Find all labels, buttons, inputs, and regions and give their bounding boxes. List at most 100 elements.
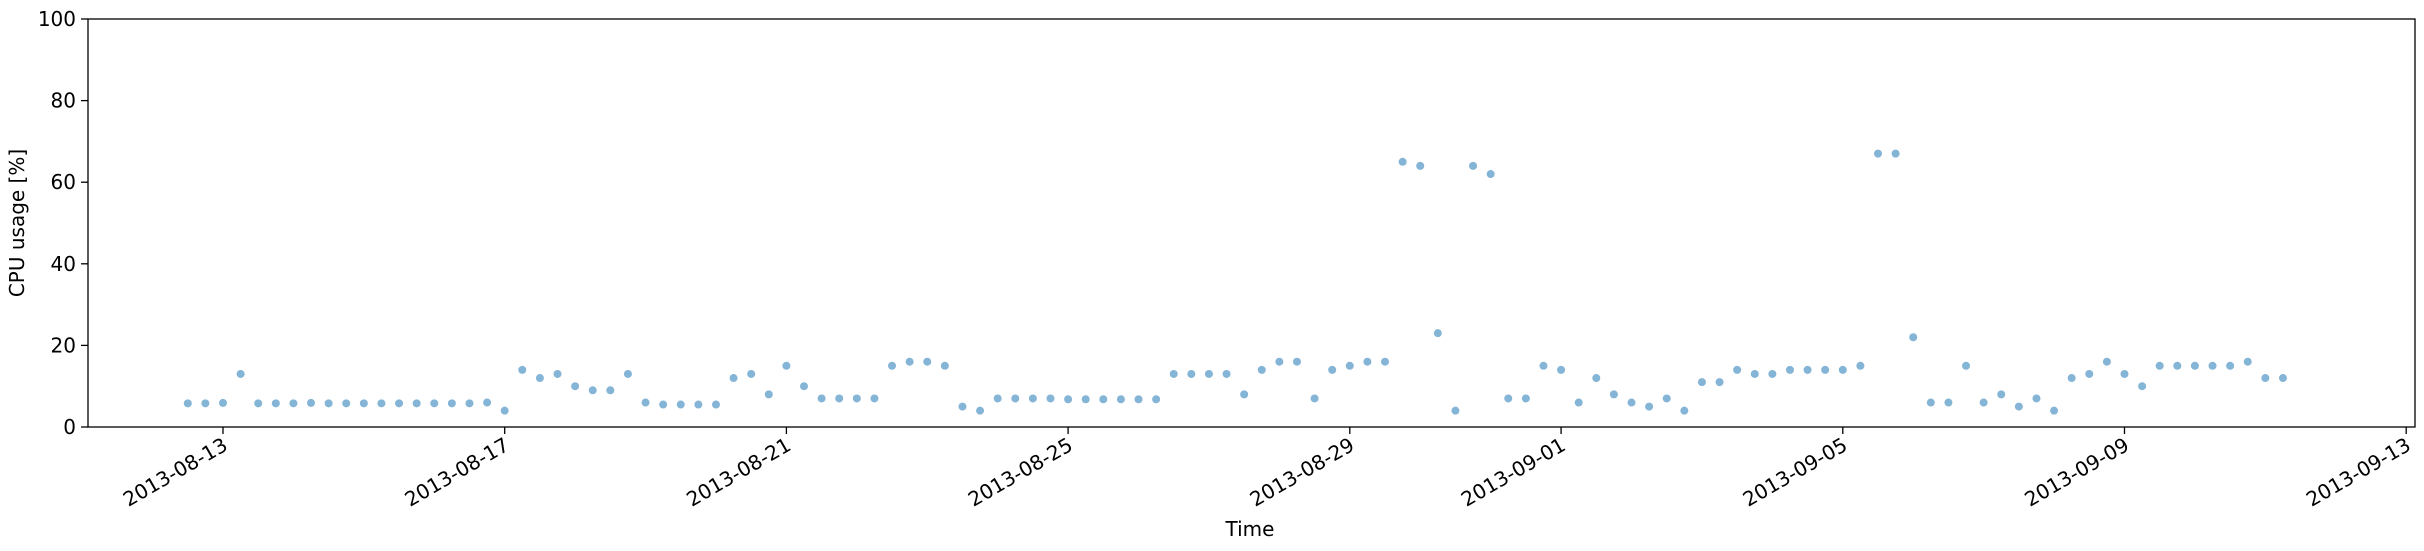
data-point (1204, 369, 1213, 378)
data-point (1539, 361, 1548, 370)
plot-frame (87, 18, 2416, 428)
data-point (2173, 361, 2182, 370)
data-point (2243, 357, 2252, 366)
data-point (2067, 374, 2076, 383)
data-point (430, 399, 439, 408)
data-point (747, 369, 756, 378)
data-point (571, 382, 580, 391)
data-point (2208, 361, 2217, 370)
data-point (1750, 369, 1759, 378)
data-point (976, 406, 985, 415)
data-point (1152, 395, 1161, 404)
data-point (2138, 382, 2147, 391)
data-point (218, 398, 227, 407)
x-tick-label: 2013-08-21 (682, 433, 795, 512)
data-point (1416, 161, 1425, 170)
x-tick-label: 2013-08-25 (964, 433, 1077, 512)
data-point (764, 390, 773, 399)
data-point (1874, 149, 1882, 158)
data-point (1715, 378, 1724, 387)
data-point (1697, 378, 1706, 387)
data-point (1081, 395, 1090, 404)
data-point (2226, 361, 2235, 370)
data-point (447, 399, 456, 408)
data-point (1645, 402, 1654, 411)
data-point (588, 386, 597, 395)
data-point (2190, 361, 2199, 370)
y-tick-label: 0 (63, 415, 76, 439)
y-tick-label: 80 (51, 89, 76, 113)
data-point (1821, 365, 1830, 374)
data-point (1451, 406, 1460, 415)
data-point (1169, 369, 1178, 378)
data-point (1116, 395, 1125, 404)
data-point (1099, 395, 1108, 404)
data-point (483, 398, 492, 407)
data-point (412, 399, 421, 408)
data-point (835, 394, 844, 403)
data-point (1557, 365, 1566, 374)
data-point (254, 399, 263, 408)
x-tick-label: 2013-09-09 (2020, 433, 2133, 512)
data-point (1891, 149, 1900, 158)
data-point (694, 400, 703, 409)
data-point (958, 402, 967, 411)
data-point (870, 394, 879, 403)
data-point (518, 365, 527, 374)
data-point (1662, 394, 1671, 403)
data-point (1310, 394, 1319, 403)
data-point (377, 399, 386, 408)
y-axis-label: CPU usage [%] (5, 149, 29, 297)
data-point (923, 357, 932, 366)
data-point (1345, 361, 1354, 370)
x-tick-label: 2013-08-29 (1246, 433, 1359, 512)
data-point (1011, 394, 1020, 403)
data-point (1768, 369, 1777, 378)
data-point (500, 406, 509, 415)
data-point (2155, 361, 2164, 370)
data-point (1926, 398, 1935, 407)
data-point (1609, 390, 1618, 399)
data-point (852, 394, 861, 403)
data-point (800, 382, 808, 391)
data-point (1838, 365, 1847, 374)
data-point (359, 399, 368, 408)
data-point (1997, 390, 2006, 399)
data-point (1134, 395, 1143, 404)
data-point (2014, 402, 2023, 411)
data-point (940, 361, 949, 370)
data-point (342, 399, 351, 408)
y-tick-label: 20 (51, 333, 76, 357)
x-tick-label: 2013-08-17 (401, 433, 514, 512)
data-point (1627, 398, 1636, 407)
data-point (606, 386, 615, 395)
data-point (1328, 365, 1337, 374)
data-point (1486, 170, 1495, 179)
data-point (236, 369, 245, 378)
data-point (535, 374, 544, 383)
data-point (289, 399, 298, 408)
data-point (993, 394, 1002, 403)
data-point (1521, 394, 1530, 403)
data-point (905, 357, 914, 366)
data-point (465, 399, 474, 408)
data-point (2050, 406, 2059, 415)
data-point (395, 399, 404, 408)
data-point (1680, 406, 1689, 415)
data-point (1909, 333, 1918, 342)
data-point (659, 400, 668, 409)
data-point (1785, 365, 1794, 374)
data-point (183, 399, 192, 408)
y-tick-label: 40 (51, 252, 76, 276)
data-point (1292, 357, 1301, 366)
data-point (2085, 369, 2094, 378)
data-point (676, 400, 685, 409)
data-point (1257, 365, 1266, 374)
data-point (1592, 374, 1601, 383)
y-tick-label: 60 (51, 170, 76, 194)
data-point (1944, 398, 1953, 407)
data-point (1222, 369, 1231, 378)
data-point (1433, 329, 1442, 338)
data-point (1046, 394, 1055, 403)
